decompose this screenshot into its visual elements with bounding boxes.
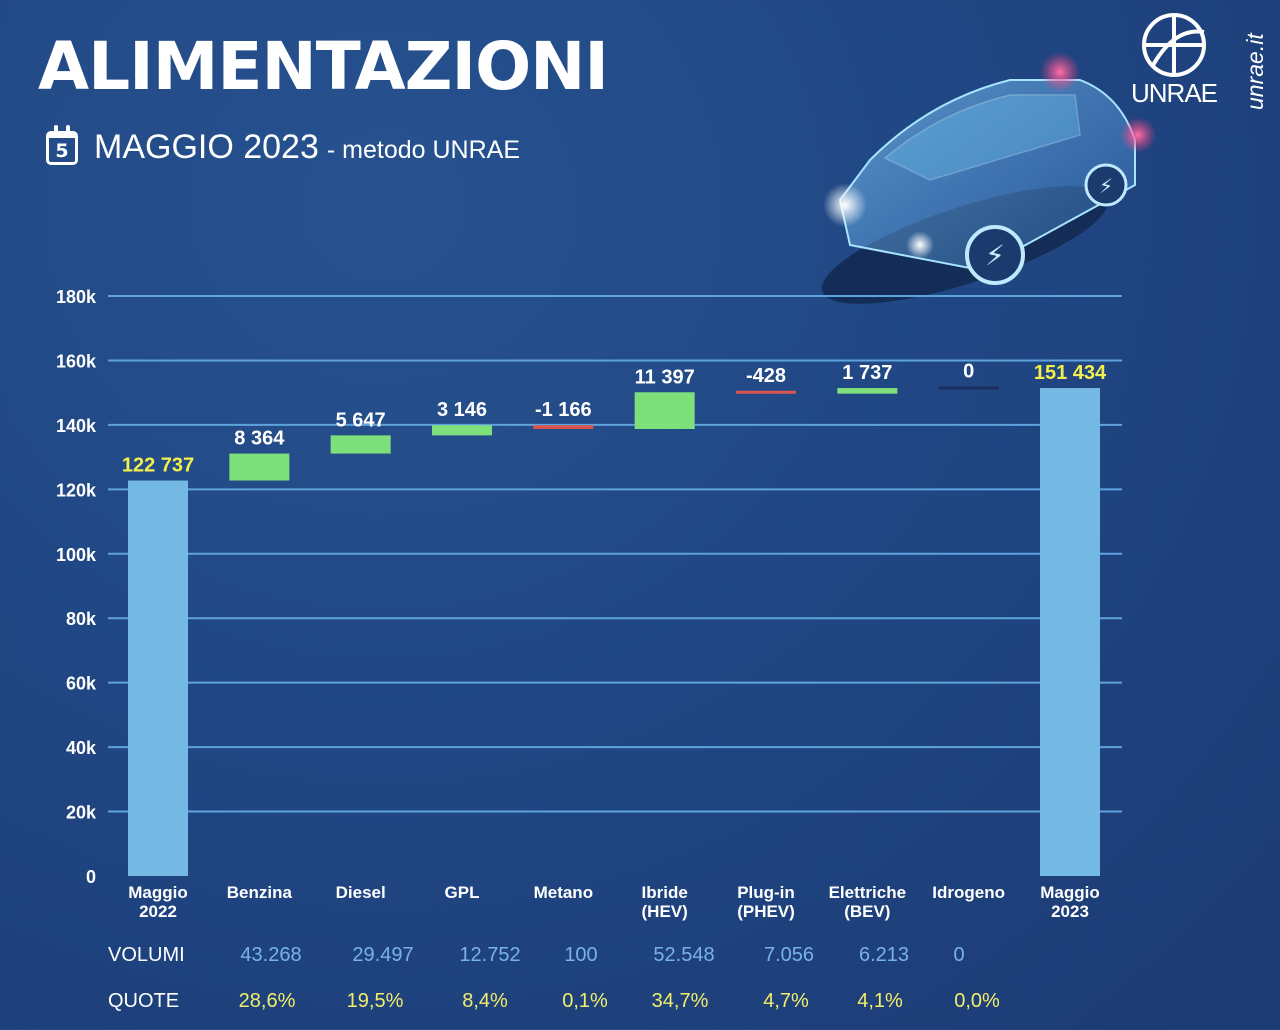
volumi-label: VOLUMI: [108, 944, 185, 966]
x-tick-label: Maggio: [1040, 883, 1100, 902]
volumi-elettriche: 6.213: [858, 944, 910, 966]
data-label: 8 364: [234, 428, 285, 450]
svg-text:UNRAE: UNRAE: [1131, 78, 1218, 107]
volumi-benzina: 43.268: [240, 944, 302, 966]
quote-plugin: 4,7%: [763, 990, 809, 1012]
data-label: 5 647: [336, 409, 386, 431]
bar: [432, 425, 492, 436]
x-tick-label: Ibride: [642, 883, 688, 902]
data-label: 1 737: [842, 362, 892, 384]
y-tick-label: 140k: [56, 416, 97, 436]
y-tick-label: 20k: [66, 803, 97, 823]
x-tick-label: Plug-in: [737, 883, 795, 902]
bar: [229, 453, 290, 481]
electric-car-illustration: ⚡ ⚡: [821, 52, 1156, 304]
quote-ibride: 34,7%: [651, 990, 709, 1012]
x-tick-label: Benzina: [227, 883, 293, 902]
bar: [533, 425, 594, 429]
x-tick-label: Maggio: [128, 883, 188, 902]
unrae-logo: UNRAE: [1131, 13, 1219, 107]
bar: [938, 386, 999, 390]
bar: [330, 435, 391, 454]
x-tick-label: Idrogeno: [932, 883, 1005, 902]
y-tick-label: 120k: [56, 480, 97, 500]
subtitle-secondary: - metodo UNRAE: [326, 136, 520, 164]
subtitle: 5 MAGGIO 2023 - metodo UNRAE: [46, 124, 520, 167]
svg-text:⚡: ⚡: [985, 239, 1005, 272]
data-label: 122 737: [122, 455, 194, 477]
subtitle-main: MAGGIO 2023: [94, 128, 319, 166]
x-tick-label: (BEV): [844, 902, 890, 921]
quote-elettriche: 4,1%: [857, 990, 903, 1012]
page-title: ALIMENTAZIONI: [38, 28, 609, 105]
data-label: -1 166: [535, 399, 592, 421]
y-tick-label: 80k: [66, 609, 97, 629]
y-tick-label: 160k: [56, 351, 97, 371]
volumi-idrogeno: 0: [953, 944, 965, 966]
quote-benzina: 28,6%: [238, 990, 296, 1012]
bar: [128, 480, 188, 876]
y-tick-label: 60k: [66, 674, 97, 694]
data-label: 11 397: [635, 366, 695, 388]
x-tick-label: Metano: [534, 883, 594, 902]
y-tick-label: 180k: [56, 287, 97, 307]
data-label: 3 146: [437, 399, 487, 421]
data-label: 0: [963, 361, 974, 383]
volumi-diesel: 29.497: [352, 944, 414, 966]
quote-diesel: 19,5%: [346, 990, 404, 1012]
y-tick-label: 0: [86, 867, 96, 887]
data-label: 151 434: [1034, 362, 1107, 384]
bar: [837, 388, 898, 394]
volumi-metano: 100: [564, 944, 598, 966]
svg-text:⚡: ⚡: [1099, 174, 1113, 198]
quote-gpl: 8,4%: [462, 990, 508, 1012]
data-label: -428: [746, 365, 786, 387]
volumi-plugin: 7.056: [763, 944, 815, 966]
y-tick-label: 40k: [66, 738, 97, 758]
quote-label: QUOTE: [108, 990, 180, 1012]
volumi-ibride: 52.548: [653, 944, 715, 966]
x-tick-label: 2023: [1051, 902, 1089, 921]
bar: [736, 390, 796, 394]
quote-idrogeno: 0,0%: [954, 990, 1000, 1012]
x-tick-label: Diesel: [336, 883, 386, 902]
bar: [1040, 388, 1100, 876]
x-tick-label: Elettriche: [829, 883, 906, 902]
y-tick-label: 100k: [56, 545, 97, 565]
x-tick-label: GPL: [445, 883, 480, 902]
quote-metano: 0,1%: [562, 990, 608, 1012]
calendar-icon: 5: [46, 124, 78, 165]
x-tick-label: (PHEV): [737, 902, 795, 921]
volumi-row: VOLUMI 43.268 29.497 12.752 100 52.548 7…: [0, 944, 1280, 984]
quote-row: QUOTE 28,6% 19,5% 8,4% 0,1% 34,7% 4,7% 4…: [0, 990, 1280, 1030]
x-tick-label: 2022: [139, 902, 177, 921]
volumi-gpl: 12.752: [459, 944, 521, 966]
x-tick-label: (HEV): [642, 902, 688, 921]
bar: [634, 392, 695, 429]
